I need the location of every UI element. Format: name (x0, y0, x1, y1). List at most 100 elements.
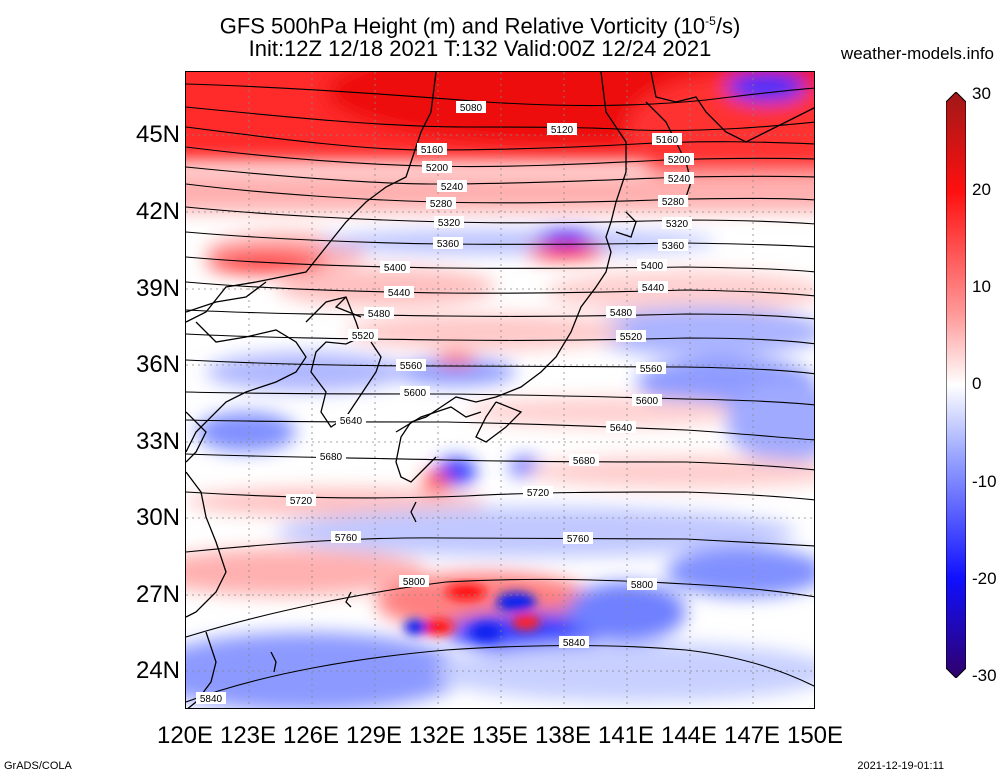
svg-text:5440: 5440 (388, 288, 411, 299)
contour-label: 5080 (456, 101, 486, 114)
svg-text:5360: 5360 (437, 239, 460, 250)
svg-text:5800: 5800 (631, 580, 654, 591)
contour-labels: 5080 5120 5160 5160 5200 5200 5240 5240 … (196, 101, 694, 705)
contour-label: 5720 (523, 486, 553, 499)
contour-label: 5760 (331, 531, 361, 544)
svg-text:5200: 5200 (426, 163, 449, 174)
lat-label: 27N (135, 581, 180, 608)
lon-label: 126E (282, 722, 340, 749)
svg-text:5600: 5600 (636, 396, 659, 407)
lon-label: 132E (408, 722, 466, 749)
contour-label: 5640 (606, 421, 636, 434)
site-credit: weather-models.info (840, 44, 994, 63)
svg-text:5080: 5080 (460, 103, 483, 114)
colorbar-tick: 20 (972, 180, 991, 199)
svg-text:5160: 5160 (656, 135, 679, 146)
svg-text:5280: 5280 (430, 199, 453, 210)
contour-label: 5440 (384, 286, 414, 299)
contour-label: 5560 (396, 359, 426, 372)
timestamp: 2021-12-19-01:11 (857, 760, 944, 772)
svg-text:5640: 5640 (340, 416, 363, 427)
svg-text:5800: 5800 (403, 577, 426, 588)
svg-text:5240: 5240 (441, 182, 464, 193)
contour-label: 5440 (638, 281, 668, 294)
svg-text:5840: 5840 (200, 694, 223, 705)
svg-text:5720: 5720 (527, 488, 550, 499)
svg-text:5840: 5840 (563, 638, 586, 649)
contour-label: 5600 (400, 386, 430, 399)
contour-label: 5280 (658, 195, 688, 208)
lat-label: 39N (135, 275, 180, 302)
vorticity-field (186, 72, 814, 708)
contour-label: 5520 (348, 329, 378, 342)
contour-label: 5680 (569, 454, 599, 467)
contour-label: 5360 (433, 237, 463, 250)
svg-text:5640: 5640 (610, 423, 633, 434)
contour-label: 5360 (658, 239, 688, 252)
contour-label: 5200 (422, 161, 452, 174)
svg-text:5440: 5440 (642, 283, 665, 294)
contour-label: 5160 (652, 133, 682, 146)
colorbar-tick: -30 (972, 666, 997, 685)
contour-label: 5720 (286, 494, 316, 507)
contour-label: 5320 (662, 217, 692, 230)
grads-credit: GrADS/COLA (4, 760, 72, 772)
svg-text:5480: 5480 (368, 309, 391, 320)
lon-label: 129E (345, 722, 403, 749)
svg-text:5560: 5560 (400, 361, 423, 372)
colorbar-tick: 0 (972, 374, 982, 393)
svg-text:5400: 5400 (384, 263, 407, 274)
contour-label: 5240 (664, 172, 694, 185)
colorbar-tick: -20 (972, 569, 997, 588)
contour-label: 5840 (559, 636, 589, 649)
contour-label: 5120 (547, 123, 577, 136)
lat-label: 36N (135, 351, 180, 378)
contour-label: 5480 (606, 306, 636, 319)
lat-label: 24N (135, 657, 180, 684)
svg-text:5520: 5520 (352, 331, 375, 342)
contour-label: 5200 (664, 153, 694, 166)
contour-label: 5560 (636, 362, 666, 375)
svg-text:5320: 5320 (438, 218, 461, 229)
chart-title-line2: Init:12Z 12/18 2021 T:132 Valid:00Z 12/2… (248, 36, 712, 61)
contour-label: 5800 (627, 578, 657, 591)
colorbar-tick: 30 (972, 84, 991, 103)
svg-text:5680: 5680 (573, 456, 596, 467)
chart-title-line1: GFS 500hPa Height (m) and Relative Vorti… (219, 13, 741, 39)
contour-label: 5280 (426, 197, 456, 210)
contour-label: 5640 (336, 414, 366, 427)
svg-text:5400: 5400 (641, 261, 664, 272)
svg-text:5720: 5720 (290, 496, 313, 507)
contour-label: 5520 (616, 330, 646, 343)
contour-label: 5800 (399, 575, 429, 588)
contour-label: 5400 (380, 261, 410, 274)
lon-label: 138E (534, 722, 592, 749)
lat-label: 30N (135, 504, 180, 531)
contour-label: 5840 (196, 692, 226, 705)
svg-text:5520: 5520 (620, 332, 643, 343)
colorbar (946, 92, 966, 678)
contour-label: 5480 (364, 307, 394, 320)
lon-label: 135E (471, 722, 529, 749)
lon-label: 147E (723, 722, 781, 749)
svg-text:5320: 5320 (666, 219, 689, 230)
svg-text:5280: 5280 (662, 197, 685, 208)
lon-label: 141E (597, 722, 655, 749)
lon-label: 150E (786, 722, 844, 749)
svg-text:5600: 5600 (404, 388, 427, 399)
svg-text:5760: 5760 (335, 533, 358, 544)
svg-text:5120: 5120 (551, 125, 574, 136)
lon-label: 123E (219, 722, 277, 749)
contour-label: 5240 (437, 180, 467, 193)
lon-label: 144E (660, 722, 718, 749)
svg-text:5680: 5680 (320, 452, 343, 463)
svg-text:5480: 5480 (610, 308, 633, 319)
svg-text:5760: 5760 (567, 534, 590, 545)
svg-text:5360: 5360 (662, 241, 685, 252)
lat-label: 45N (135, 121, 180, 148)
lat-label: 33N (135, 428, 180, 455)
contour-label: 5160 (417, 143, 447, 156)
contour-label: 5320 (434, 216, 464, 229)
colorbar-tick: -10 (972, 472, 997, 491)
svg-text:5240: 5240 (668, 174, 691, 185)
